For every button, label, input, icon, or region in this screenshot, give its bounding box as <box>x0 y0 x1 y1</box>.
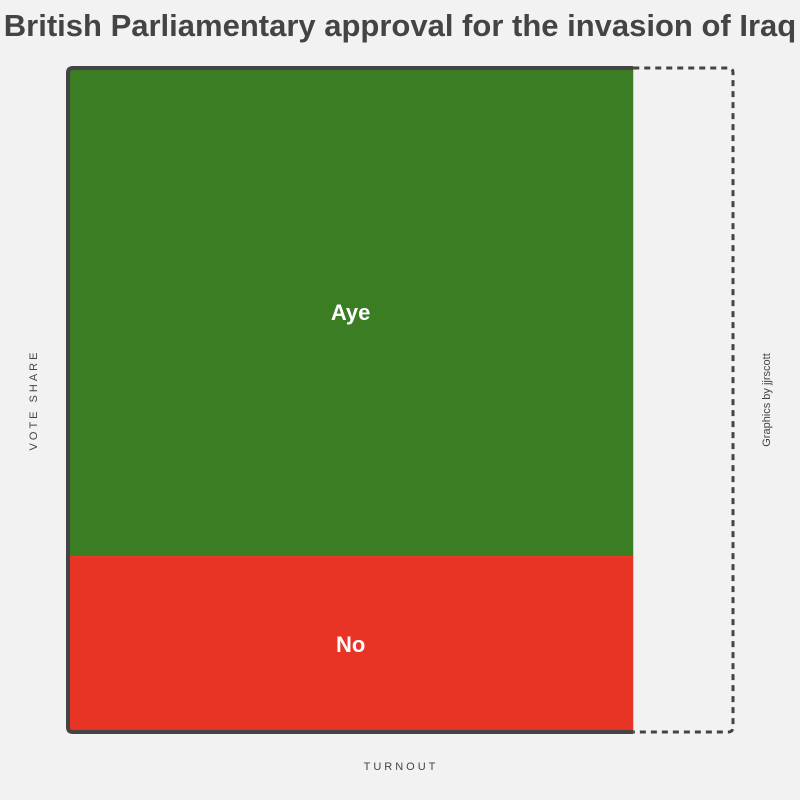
y-axis-label: VOTE SHARE <box>28 350 40 451</box>
credit-label: Graphics by jjrscott <box>761 353 773 447</box>
abstention-frame <box>633 66 735 734</box>
segment-label-no: No <box>336 632 365 657</box>
labels-layer: Aye No <box>331 300 371 657</box>
x-axis-label: TURNOUT <box>364 761 439 773</box>
segment-no <box>68 556 634 732</box>
segment-aye <box>68 68 634 557</box>
turnout-frame <box>66 66 634 734</box>
segment-label-aye: Aye <box>331 300 371 325</box>
chart-title: British Parliamentary approval for the i… <box>3 8 797 43</box>
segments-layer <box>68 68 634 732</box>
